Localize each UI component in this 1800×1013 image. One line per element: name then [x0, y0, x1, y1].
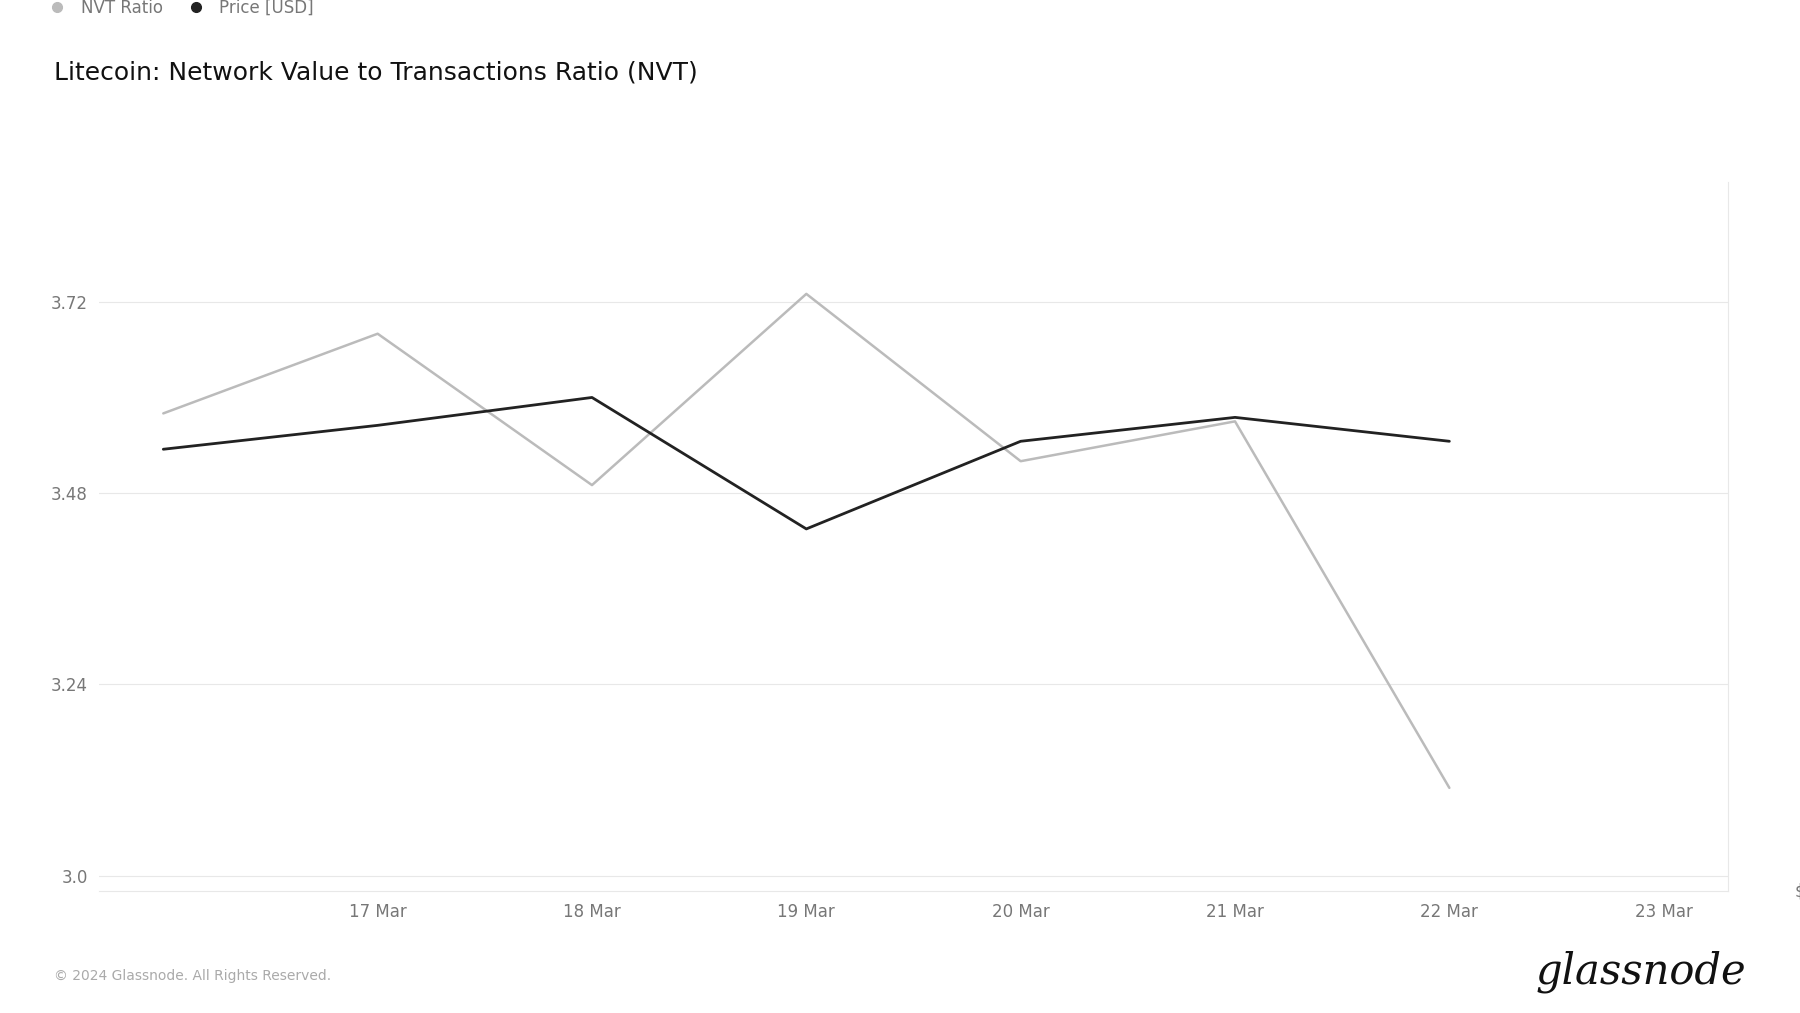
- Text: glassnode: glassnode: [1535, 950, 1746, 993]
- Text: © 2024 Glassnode. All Rights Reserved.: © 2024 Glassnode. All Rights Reserved.: [54, 968, 331, 983]
- Text: $60: $60: [1795, 882, 1800, 901]
- Text: Litecoin: Network Value to Transactions Ratio (NVT): Litecoin: Network Value to Transactions …: [54, 61, 698, 85]
- Legend: NVT Ratio, Price [USD]: NVT Ratio, Price [USD]: [34, 0, 320, 23]
